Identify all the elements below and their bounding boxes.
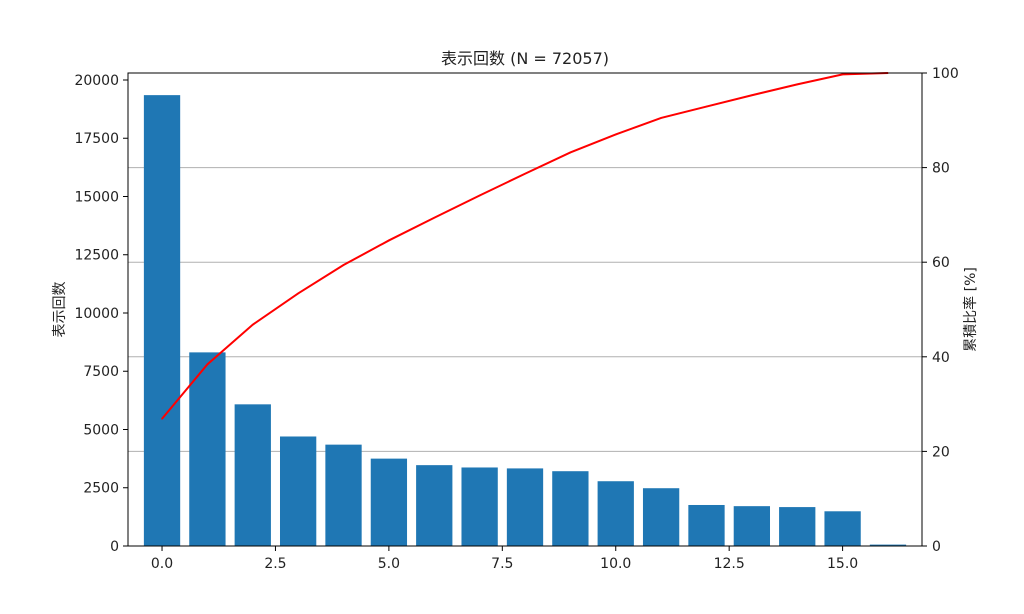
x-tick-label: 5.0 xyxy=(378,556,400,572)
y-axis-left-label: 表示回数 xyxy=(52,282,68,338)
bar xyxy=(234,404,271,546)
y2-tick-label: 100 xyxy=(932,66,959,82)
cumulative-line xyxy=(161,72,889,420)
cumulative-line-series xyxy=(161,72,889,420)
line-point xyxy=(524,172,526,175)
bar xyxy=(143,95,181,546)
line-point xyxy=(433,216,436,219)
bar xyxy=(506,468,544,546)
line-point xyxy=(297,292,299,295)
y-tick-label: 12500 xyxy=(74,248,119,264)
line-point xyxy=(841,73,844,76)
y2-tick-label: 60 xyxy=(932,255,950,271)
y-axis-left: 0 2500 5000 7500 10000 12500 15000 17500 20000 xyxy=(74,73,128,555)
y2-tick-label: 20 xyxy=(932,444,950,460)
bar xyxy=(688,504,725,546)
y-tick-label: 17500 xyxy=(74,131,119,147)
line-point xyxy=(569,151,572,154)
line-point xyxy=(206,363,209,366)
y2-tick-label: 40 xyxy=(932,350,950,366)
y-tick-label: 2500 xyxy=(83,481,119,497)
y-tick-label: 20000 xyxy=(74,73,119,89)
gridlines xyxy=(128,167,922,452)
bar xyxy=(779,507,816,546)
x-tick-label: 2.5 xyxy=(264,556,286,572)
y-axis-right: 0 20 40 60 80 100 xyxy=(922,66,959,555)
line-point xyxy=(342,264,345,266)
x-axis: 0.0 2.5 5.0 7.5 10.0 12.5 15.0 xyxy=(151,546,858,572)
y-tick-label: 7500 xyxy=(83,364,119,380)
y2-tick-label: 0 xyxy=(932,539,941,555)
x-tick-label: 0.0 xyxy=(151,556,173,572)
bar xyxy=(642,488,680,546)
x-tick-label: 7.5 xyxy=(491,556,513,572)
bar xyxy=(824,511,861,546)
bar-series xyxy=(143,95,907,546)
line-point xyxy=(251,323,254,326)
y-tick-label: 0 xyxy=(110,539,119,555)
bar xyxy=(189,352,226,546)
x-tick-label: 10.0 xyxy=(600,556,631,572)
bar xyxy=(869,544,907,546)
bar xyxy=(552,471,589,546)
chart-title: 表示回数 (N = 72057) xyxy=(441,49,609,68)
y2-tick-label: 80 xyxy=(932,161,950,177)
y-tick-label: 10000 xyxy=(74,306,119,322)
bar xyxy=(597,481,634,546)
y-tick-label: 5000 xyxy=(83,422,119,438)
line-point xyxy=(614,133,617,136)
line-point xyxy=(705,105,708,108)
plot-frame xyxy=(127,72,923,547)
x-tick-label: 12.5 xyxy=(714,556,745,572)
line-point xyxy=(660,117,662,119)
bar xyxy=(279,436,317,546)
bar xyxy=(733,506,771,546)
bar xyxy=(325,444,362,546)
line-point xyxy=(796,83,799,86)
bar xyxy=(461,467,498,546)
y-axis-right-label: 累積比率 [%] xyxy=(962,267,979,352)
x-tick-label: 15.0 xyxy=(827,556,858,572)
bar xyxy=(370,458,408,546)
y-tick-label: 15000 xyxy=(74,189,119,205)
line-point xyxy=(388,239,390,242)
line-point xyxy=(161,417,163,420)
line-point xyxy=(751,94,753,97)
line-point xyxy=(478,194,481,197)
bar xyxy=(416,465,453,546)
